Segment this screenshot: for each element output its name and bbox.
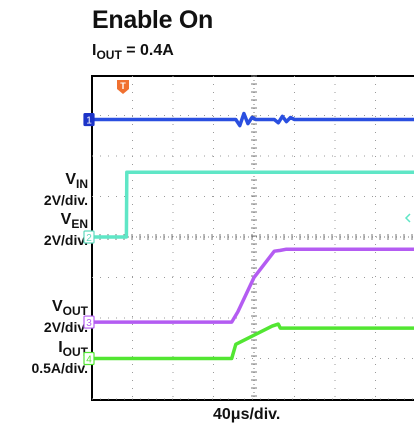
ven-sub: EN: [71, 217, 88, 231]
trigger-marker: T: [117, 80, 129, 94]
scope-traces: [92, 111, 414, 361]
ven-base: V: [60, 211, 72, 228]
scope-grid: [91, 75, 414, 401]
trigger-marker-label: T: [120, 81, 126, 91]
subtitle-base: I: [92, 42, 97, 59]
channel-label-iout: IOUT 0.5A/div.: [31, 339, 88, 377]
vin-base: V: [65, 171, 76, 188]
iout-base: I: [58, 339, 63, 356]
trigger-level-arrow: [404, 213, 411, 223]
channel-marker-ch2: 2: [83, 230, 95, 244]
subtitle-sub: OUT: [96, 48, 122, 62]
vin-scale: 2V/div.: [43, 192, 88, 208]
vout-sub: OUT: [62, 304, 88, 318]
channel-marker-number: 2: [86, 233, 92, 244]
channel-markers: 1 2 3 4 T: [83, 80, 411, 366]
channel-marker-number: 1: [86, 116, 92, 127]
channel-label-vout: VOUT 2V/div.: [43, 298, 88, 336]
trigger-marker-shape: [117, 80, 129, 94]
channel-label-vin: VIN 2V/div.: [43, 171, 88, 209]
iout-sub: OUT: [62, 345, 88, 359]
channel-marker-number: 4: [86, 355, 92, 366]
trace-iout: [92, 322, 414, 361]
subtitle-rest: = 0.4A: [121, 42, 174, 59]
trace-ven: [92, 170, 414, 239]
channel-marker-ch3: 3: [83, 315, 95, 329]
vin-sub: IN: [76, 177, 88, 191]
trace-vin: [92, 111, 414, 128]
channel-label-ven: VEN 2V/div.: [43, 211, 88, 249]
iout-scale: 0.5A/div.: [31, 360, 88, 376]
channel-marker-ch4: 4: [83, 351, 95, 366]
channel-marker-box: [83, 351, 95, 366]
trace-vout: [92, 247, 414, 324]
channel-marker-number: 3: [86, 318, 92, 329]
vout-scale: 2V/div.: [43, 319, 88, 335]
channel-marker-box: [83, 112, 95, 127]
vout-base: V: [51, 298, 63, 315]
ven-scale: 2V/div.: [43, 232, 88, 248]
chart-title: Enable On: [92, 6, 213, 34]
channel-marker-ch1: 1: [83, 112, 95, 127]
channel-marker-box: [83, 315, 95, 329]
channel-marker-box: [83, 230, 95, 244]
x-axis-label: 40μs/div.: [213, 406, 281, 423]
chart-subtitle: IOUT = 0.4A: [92, 42, 174, 62]
